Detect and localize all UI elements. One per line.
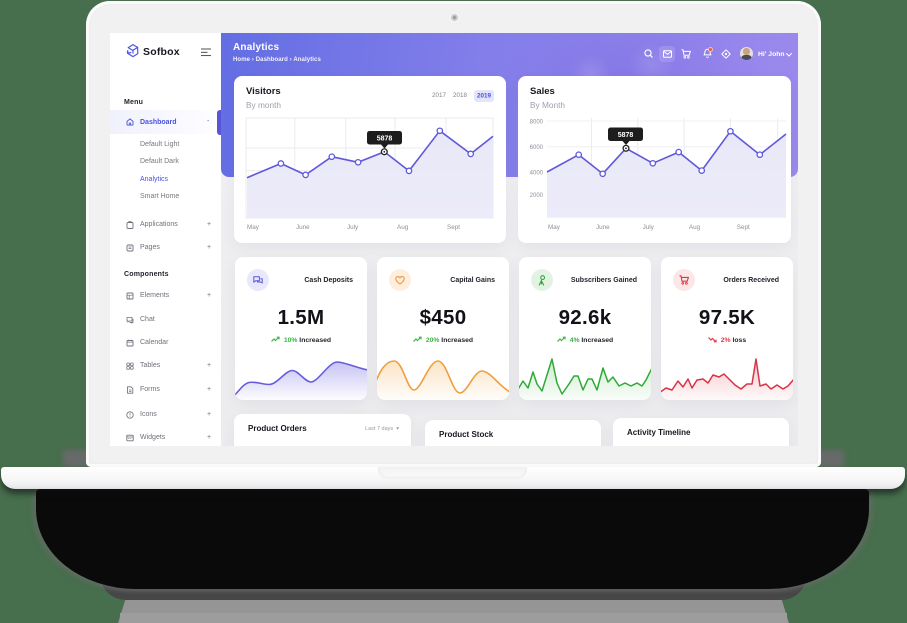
svg-text:5878: 5878 (618, 132, 634, 139)
svg-text:June: June (596, 224, 610, 231)
svg-text:Aug: Aug (689, 224, 701, 231)
svg-text:July: July (643, 224, 655, 231)
svg-text:June: June (296, 224, 310, 231)
svg-text:May: May (548, 224, 561, 231)
svg-text:5878: 5878 (377, 136, 393, 143)
svg-text:Aug: Aug (397, 224, 409, 231)
svg-text:July: July (347, 224, 359, 231)
svg-text:4000: 4000 (530, 171, 544, 177)
svg-text:Sept: Sept (737, 224, 750, 231)
svg-text:Sept: Sept (447, 224, 460, 231)
svg-text:6000: 6000 (530, 145, 544, 151)
svg-text:8000: 8000 (530, 120, 544, 126)
svg-text:May: May (247, 224, 260, 231)
svg-text:2000: 2000 (530, 193, 544, 199)
